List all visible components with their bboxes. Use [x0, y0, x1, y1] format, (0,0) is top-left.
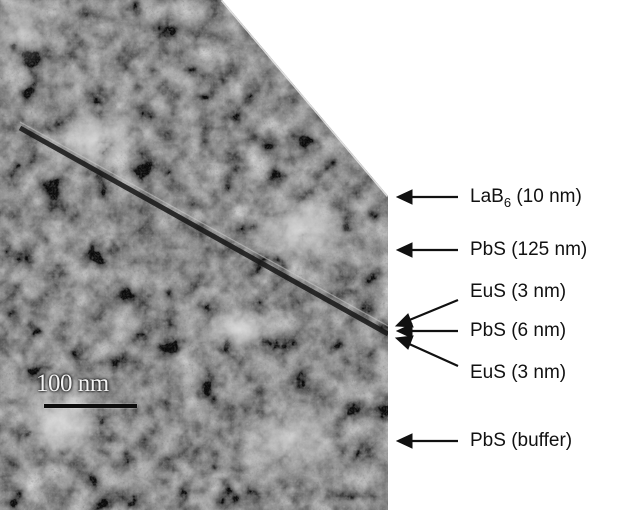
layer-name: EuS: [470, 362, 506, 383]
layer-thickness: (125 nm): [505, 239, 588, 260]
layer-subscript: 6: [503, 194, 512, 210]
layer-label-eus-bottom: EuS (3 nm): [470, 362, 566, 384]
layer-thickness: (3 nm): [505, 281, 567, 302]
scale-bar: [44, 404, 137, 408]
arrow-pbs-6: [395, 323, 458, 339]
layer-thickness: (buffer): [505, 430, 573, 451]
scale-bar-label: 100 nm: [36, 370, 109, 397]
layer-name: PbS: [470, 430, 506, 451]
layer-label-pbs-125: PbS (125 nm): [470, 239, 587, 261]
arrow-pbs-buffer: [395, 433, 458, 449]
arrow-eus-top: [394, 298, 459, 328]
layer-name: LaB: [470, 186, 504, 207]
layer-label-lab6: LaB6 (10 nm): [470, 186, 582, 214]
layer-thickness: (6 nm): [505, 320, 567, 341]
layer-name: PbS: [470, 239, 506, 260]
layer-thickness: (10 nm): [511, 186, 582, 207]
arrow-eus-bottom: [394, 335, 459, 368]
layer-label-eus-top: EuS (3 nm): [470, 281, 566, 303]
layer-label-pbs-6: PbS (6 nm): [470, 320, 566, 342]
arrow-lab6: [395, 189, 458, 205]
layer-name: EuS: [470, 281, 506, 302]
layer-name: PbS: [470, 320, 506, 341]
layer-label-pbs-buffer: PbS (buffer): [470, 430, 572, 452]
arrow-pbs-125: [395, 242, 458, 258]
layer-thickness: (3 nm): [505, 362, 567, 383]
layer-arrows: [394, 189, 459, 449]
